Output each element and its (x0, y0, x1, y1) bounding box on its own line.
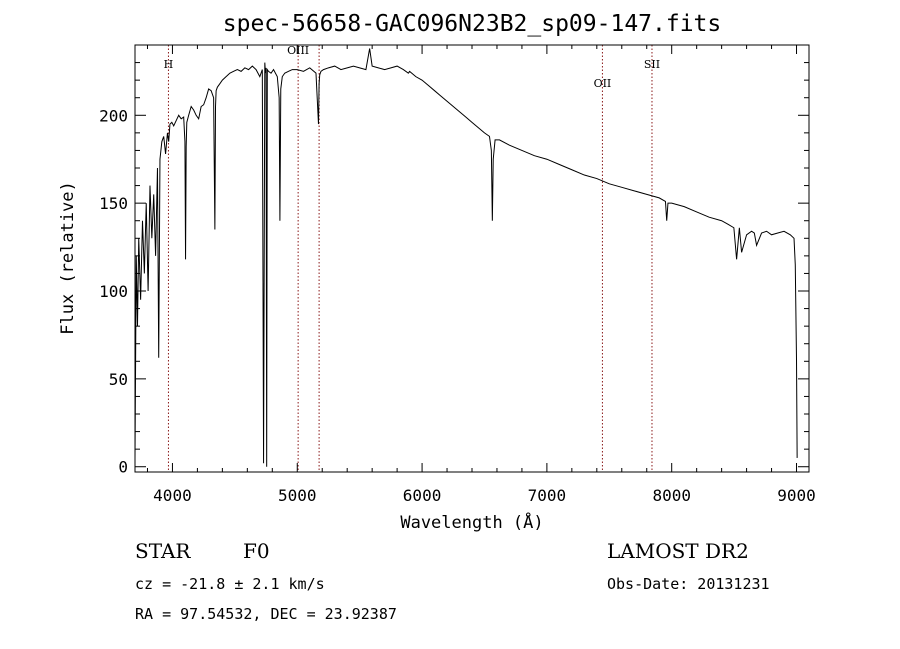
coordinates-text: RA = 97.54532, DEC = 23.92387 (135, 605, 397, 623)
x-tick-labels: 4000 5000 6000 7000 8000 9000 (153, 486, 816, 505)
object-subclass: F0 (243, 539, 270, 563)
y-tick-label: 50 (109, 370, 128, 389)
spectral-line-label: H (164, 58, 174, 71)
y-tick-label: 200 (99, 106, 128, 125)
x-axis-label: Wavelength (Å) (400, 511, 543, 533)
axis-ticks (135, 44, 809, 472)
x-tick-label: 4000 (153, 486, 192, 505)
y-tick-label: 0 (118, 458, 128, 477)
y-axis-label: Flux (relative) (58, 181, 78, 335)
x-tick-label: 5000 (278, 486, 317, 505)
spectral-line-label: SII (644, 58, 660, 71)
x-tick-label: 6000 (403, 486, 442, 505)
object-class: STAR (135, 539, 191, 563)
spectral-line-label: OIII (287, 44, 309, 57)
survey-name: LAMOST DR2 (607, 539, 749, 563)
plot-frame (134, 44, 810, 473)
y-tick-labels: 0 50 100 150 200 (99, 106, 128, 476)
chart-title: spec-56658-GAC096N23B2_sp09-147.fits (223, 11, 722, 37)
x-tick-label: 8000 (652, 486, 691, 505)
y-tick-label: 100 (99, 282, 128, 301)
spectrum-line (134, 48, 798, 467)
x-tick-label: 9000 (777, 486, 816, 505)
y-tick-label: 150 (99, 194, 128, 213)
x-tick-label: 7000 (528, 486, 567, 505)
redshift-text: cz = -21.8 ± 2.1 km/s (135, 575, 325, 593)
spectral-line-markers: H OIII OII SII (164, 44, 660, 472)
obs-date-text: Obs-Date: 20131231 (607, 575, 770, 593)
spectral-line-label: OII (594, 77, 612, 90)
